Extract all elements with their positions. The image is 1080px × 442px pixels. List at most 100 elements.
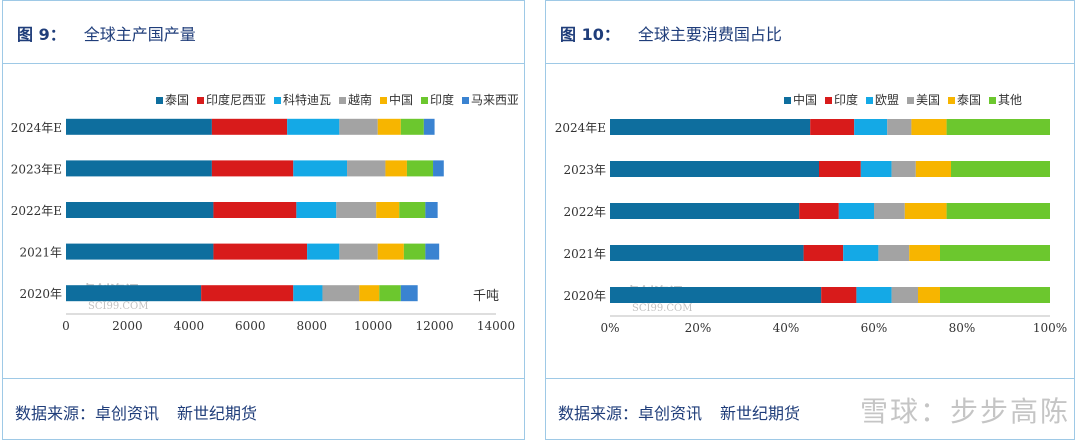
- legend-swatch-2: [866, 97, 873, 104]
- category-label: 2024年E: [555, 121, 606, 135]
- bar-segment-1: [821, 287, 857, 303]
- x-tick-label: 0: [62, 319, 70, 333]
- bar-segment-2: [287, 118, 340, 135]
- x-tick-label: 14000: [477, 319, 515, 333]
- bar-segment-1: [201, 285, 294, 302]
- bar-segment-2: [307, 243, 340, 260]
- bar-segment-0: [610, 161, 819, 177]
- legend-label-3: 美国: [916, 93, 940, 107]
- figure-10-chart-area: 卓创资讯SCI99.COM中国印度欧盟美国泰国其他2020年2021年2022年…: [554, 71, 1067, 371]
- bar-segment-3: [339, 243, 378, 260]
- legend-swatch-5: [989, 97, 996, 104]
- figure-9-source: 数据来源：卓创资讯 新世纪期货: [15, 400, 275, 424]
- legend-label-5: 印度: [430, 92, 454, 107]
- category-label: 2023年: [563, 163, 606, 177]
- figure-9-label: 图 9：: [17, 25, 66, 44]
- legend-label-0: 中国: [793, 92, 817, 107]
- consumption-share-chart: 卓创资讯SCI99.COM中国印度欧盟美国泰国其他2020年2021年2022年…: [555, 92, 1067, 335]
- legend-swatch-2: [274, 97, 281, 104]
- legend-label-6: 马来西亚: [471, 93, 518, 107]
- chart-watermark-sub: SCI99.COM: [632, 303, 692, 314]
- category-label: 2021年: [19, 246, 62, 260]
- bar-segment-3: [339, 118, 378, 135]
- bar-segment-0: [66, 118, 212, 135]
- bar-segment-0: [66, 243, 214, 260]
- chart-watermark-sub: SCI99.COM: [88, 301, 148, 312]
- figure-9-source-prefix: 数据来源：卓创资讯: [15, 404, 160, 423]
- bar-segment-5: [946, 203, 1050, 219]
- figure-10-panel: 图 10：全球主要消费国占比 卓创资讯SCI99.COM中国印度欧盟美国泰国其他…: [545, 0, 1075, 440]
- bar-segment-5: [400, 118, 424, 135]
- bar-segment-2: [838, 203, 874, 219]
- figure-10-source: 数据来源：卓创资讯 新世纪期货: [558, 400, 818, 424]
- legend-swatch-4: [948, 97, 955, 104]
- category-label: 2020年: [563, 289, 606, 303]
- legend-label-2: 欧盟: [875, 93, 899, 107]
- x-tick-label: 4000: [174, 319, 205, 333]
- figure-10-source-brand: 新世纪期货: [720, 404, 801, 423]
- legend-label-5: 其他: [998, 93, 1022, 107]
- figure-9-panel: 图 9：全球主产国产量 卓创资讯SCI99.COM泰国印度尼西亚科特迪瓦越南中国…: [2, 0, 525, 440]
- legend-swatch-4: [380, 97, 387, 104]
- x-tick-label: 0%: [600, 321, 619, 335]
- bar-segment-2: [293, 285, 323, 302]
- bar-segment-0: [610, 119, 811, 135]
- bar-segment-3: [874, 203, 905, 219]
- figure-9-chart-area: 卓创资讯SCI99.COM泰国印度尼西亚科特迪瓦越南中国印度马来西亚2020年2…: [11, 71, 518, 371]
- figure-10-source-prefix: 数据来源：卓创资讯: [558, 404, 703, 423]
- bar-segment-1: [810, 119, 855, 135]
- legend-label-2: 科特迪瓦: [283, 92, 331, 107]
- bar-segment-4: [385, 160, 407, 177]
- x-tick-label: 8000: [296, 319, 327, 333]
- figure-10-label: 图 10：: [560, 25, 620, 44]
- bar-segment-3: [347, 160, 386, 177]
- bar-segment-5: [951, 161, 1050, 177]
- category-label: 2021年: [563, 247, 606, 261]
- bar-segment-5: [399, 202, 426, 218]
- legend-swatch-3: [339, 97, 346, 104]
- bar-segment-4: [377, 118, 401, 135]
- bar-segment-1: [213, 243, 308, 260]
- bar-segment-1: [211, 160, 294, 177]
- bar-segment-4: [376, 202, 400, 218]
- bar-segment-4: [377, 243, 404, 260]
- bar-segment-3: [322, 285, 360, 302]
- bar-segment-0: [66, 202, 214, 218]
- bar-segment-4: [918, 287, 940, 303]
- bar-segment-5: [379, 285, 401, 302]
- unit-label: 千吨: [473, 289, 499, 304]
- figure-9-title-bar: 图 9： 全球主产国产量: [3, 1, 524, 64]
- x-tick-label: 6000: [235, 319, 266, 333]
- category-label: 2020年: [19, 287, 62, 301]
- figure-9-source-bar: 数据来源：卓创资讯 新世纪期货: [3, 378, 524, 441]
- figure-9-title-text: 全球主产国产量: [83, 25, 196, 44]
- bar-segment-1: [211, 118, 288, 135]
- legend-label-3: 越南: [348, 92, 372, 107]
- bar-segment-3: [878, 245, 910, 261]
- legend-swatch-3: [907, 97, 914, 104]
- bar-segment-5: [403, 243, 426, 260]
- bar-segment-4: [911, 119, 947, 135]
- figure-10-source-bar: 数据来源：卓创资讯 新世纪期货: [546, 378, 1074, 441]
- bar-segment-6: [433, 160, 444, 177]
- bar-segment-0: [66, 285, 202, 302]
- bar-segment-3: [887, 119, 912, 135]
- bar-segment-4: [909, 245, 940, 261]
- bar-segment-1: [819, 161, 861, 177]
- bar-segment-0: [610, 203, 800, 219]
- x-tick-label: 12000: [415, 319, 453, 333]
- bar-segment-2: [843, 245, 879, 261]
- legend-label-1: 印度: [834, 92, 858, 107]
- figure-10-title-text: 全球主要消费国占比: [637, 25, 782, 44]
- x-tick-label: 10000: [354, 319, 392, 333]
- bar-segment-3: [336, 202, 377, 218]
- production-chart: 卓创资讯SCI99.COM泰国印度尼西亚科特迪瓦越南中国印度马来西亚2020年2…: [11, 92, 518, 333]
- bar-segment-1: [799, 203, 839, 219]
- legend-swatch-1: [825, 97, 832, 104]
- bar-segment-2: [296, 202, 337, 218]
- x-tick-label: 2000: [112, 319, 143, 333]
- category-label: 2023年E: [11, 162, 62, 176]
- legend-swatch-0: [156, 97, 163, 104]
- bar-segment-5: [946, 119, 1050, 135]
- bar-segment-1: [803, 245, 844, 261]
